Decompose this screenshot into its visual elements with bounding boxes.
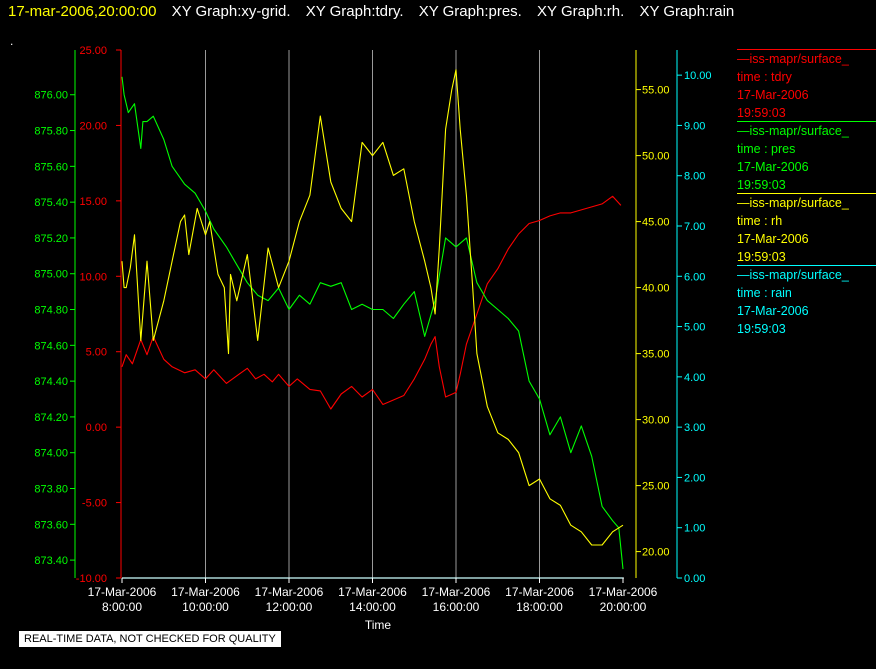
legend-pres-name: —iss-mapr/surface_ [737, 124, 849, 138]
x-tick-label-date: 17-Mar-2006 [88, 585, 157, 599]
rh-tick-label: 25.00 [642, 481, 670, 493]
tdry-tick-label: -10.00 [76, 573, 107, 585]
tdry-tick-label: 15.00 [79, 196, 107, 208]
rain-tick-label: 7.00 [684, 221, 705, 233]
x-axis-label: Time [365, 618, 392, 632]
x-tick-label-date: 17-Mar-2006 [338, 585, 407, 599]
series-pres-line [121, 76, 624, 570]
x-tick-label-time: 14:00:00 [349, 600, 396, 614]
time-grid [205, 50, 540, 578]
pres-tick-label: 875.40 [34, 197, 68, 209]
legend-entry-tdry[interactable]: —iss-mapr/surface_ time : tdry 17-Mar-20… [737, 49, 876, 122]
pres-tick-label: 875.00 [34, 269, 68, 281]
legend-pres-var: time : pres [737, 142, 796, 156]
header-graph-pres[interactable]: XY Graph:pres. [418, 3, 522, 20]
legend-rain-time: 19:59:03 [737, 322, 786, 336]
quality-notice: REAL-TIME DATA, NOT CHECKED FOR QUALITY [19, 631, 281, 647]
legend-tdry-name: —iss-mapr/surface_ [737, 52, 849, 66]
legend-rain-name: —iss-mapr/surface_ [737, 268, 849, 282]
header-graph-rh[interactable]: XY Graph:rh. [537, 3, 625, 20]
legend-rh-var: time : rh [737, 214, 783, 228]
header-graph-tdry[interactable]: XY Graph:tdry. [305, 3, 404, 20]
tdry-tick-label: 25.00 [79, 45, 107, 57]
tdry-tick-label: 10.00 [79, 271, 107, 283]
legend-pres-date: 17-Mar-2006 [737, 160, 809, 174]
header-graph-xy-grid[interactable]: XY Graph:xy-grid. [171, 3, 291, 20]
legend-entry-pres[interactable]: —iss-mapr/surface_ time : pres 17-Mar-20… [737, 121, 876, 194]
series-rh-line [121, 69, 624, 546]
rain-tick-label: 2.00 [684, 472, 705, 484]
rain-tick-label: 0.00 [684, 573, 705, 585]
x-tick-label-time: 20:00:00 [600, 600, 647, 614]
pres-tick-label: 873.60 [34, 519, 68, 531]
rain-tick-label: 8.00 [684, 171, 705, 183]
x-tick-label-date: 17-Mar-2006 [505, 585, 574, 599]
pres-tick-label: 873.80 [34, 484, 68, 496]
rain-tick-label: 6.00 [684, 271, 705, 283]
tdry-tick-label: 5.00 [86, 347, 107, 359]
legend-rain-date: 17-Mar-2006 [737, 304, 809, 318]
rh-tick-label: 40.00 [642, 283, 670, 295]
rh-tick-label: 50.00 [642, 151, 670, 163]
rh-tick-label: 20.00 [642, 547, 670, 559]
rain-tick-label: 5.00 [684, 322, 705, 334]
rh-tick-label: 30.00 [642, 415, 670, 427]
x-tick-label-date: 17-Mar-2006 [171, 585, 240, 599]
x-tick-label-date: 17-Mar-2006 [422, 585, 491, 599]
legend-tdry-var: time : tdry [737, 70, 792, 84]
pres-tick-label: 873.40 [34, 555, 68, 567]
rain-tick-label: 9.00 [684, 120, 705, 132]
pres-tick-label: 874.60 [34, 340, 68, 352]
pres-tick-label: 875.20 [34, 233, 68, 245]
header-bar: 17-mar-2006,20:00:00 XY Graph:xy-grid. X… [8, 3, 734, 20]
pres-tick-label: 875.80 [34, 126, 68, 138]
rain-tick-label: 10.00 [684, 70, 712, 82]
rain-tick-label: 1.00 [684, 523, 705, 535]
pres-tick-label: 874.80 [34, 305, 68, 317]
pres-tick-label: 875.60 [34, 161, 68, 173]
x-tick-label-date: 17-Mar-2006 [255, 585, 324, 599]
tdry-tick-label: -5.00 [82, 498, 107, 510]
header-graph-rain[interactable]: XY Graph:rain [639, 3, 735, 20]
rain-tick-label: 3.00 [684, 422, 705, 434]
x-tick-label-time: 18:00:00 [516, 600, 563, 614]
legend-rh-date: 17-Mar-2006 [737, 232, 809, 246]
x-tick-label-time: 16:00:00 [433, 600, 480, 614]
rh-tick-label: 35.00 [642, 349, 670, 361]
tdry-tick-label: 20.00 [79, 120, 107, 132]
legend-entry-rh[interactable]: —iss-mapr/surface_ time : rh 17-Mar-2006… [737, 193, 876, 266]
x-tick-label-time: 10:00:00 [182, 600, 229, 614]
legend-tdry-time: 19:59:03 [737, 106, 786, 120]
legend-rain-var: time : rain [737, 286, 792, 300]
pres-tick-label: 874.40 [34, 376, 68, 388]
legend-tdry-date: 17-Mar-2006 [737, 88, 809, 102]
status-dot: . [10, 34, 14, 48]
x-tick-label-time: 12:00:00 [266, 600, 313, 614]
rh-tick-label: 45.00 [642, 217, 670, 229]
legend-entry-rain[interactable]: —iss-mapr/surface_ time : rain 17-Mar-20… [737, 265, 876, 338]
pres-tick-label: 876.00 [34, 90, 68, 102]
header-timestamp: 17-mar-2006,20:00:00 [8, 3, 157, 20]
rain-tick-label: 4.00 [684, 372, 705, 384]
rh-tick-label: 55.00 [642, 85, 670, 97]
legend-rh-name: —iss-mapr/surface_ [737, 196, 849, 210]
series-tdry-line [121, 195, 622, 410]
pres-tick-label: 874.20 [34, 412, 68, 424]
legend-pres-time: 19:59:03 [737, 178, 786, 192]
pres-tick-label: 874.00 [34, 448, 68, 460]
legend-rh-time: 19:59:03 [737, 250, 786, 264]
axes-layer: 17-Mar-20068:00:0017-Mar-200610:00:0017-… [34, 45, 711, 614]
tdry-tick-label: 0.00 [86, 422, 107, 434]
x-tick-label-date: 17-Mar-2006 [589, 585, 658, 599]
x-tick-label-time: 8:00:00 [102, 600, 142, 614]
